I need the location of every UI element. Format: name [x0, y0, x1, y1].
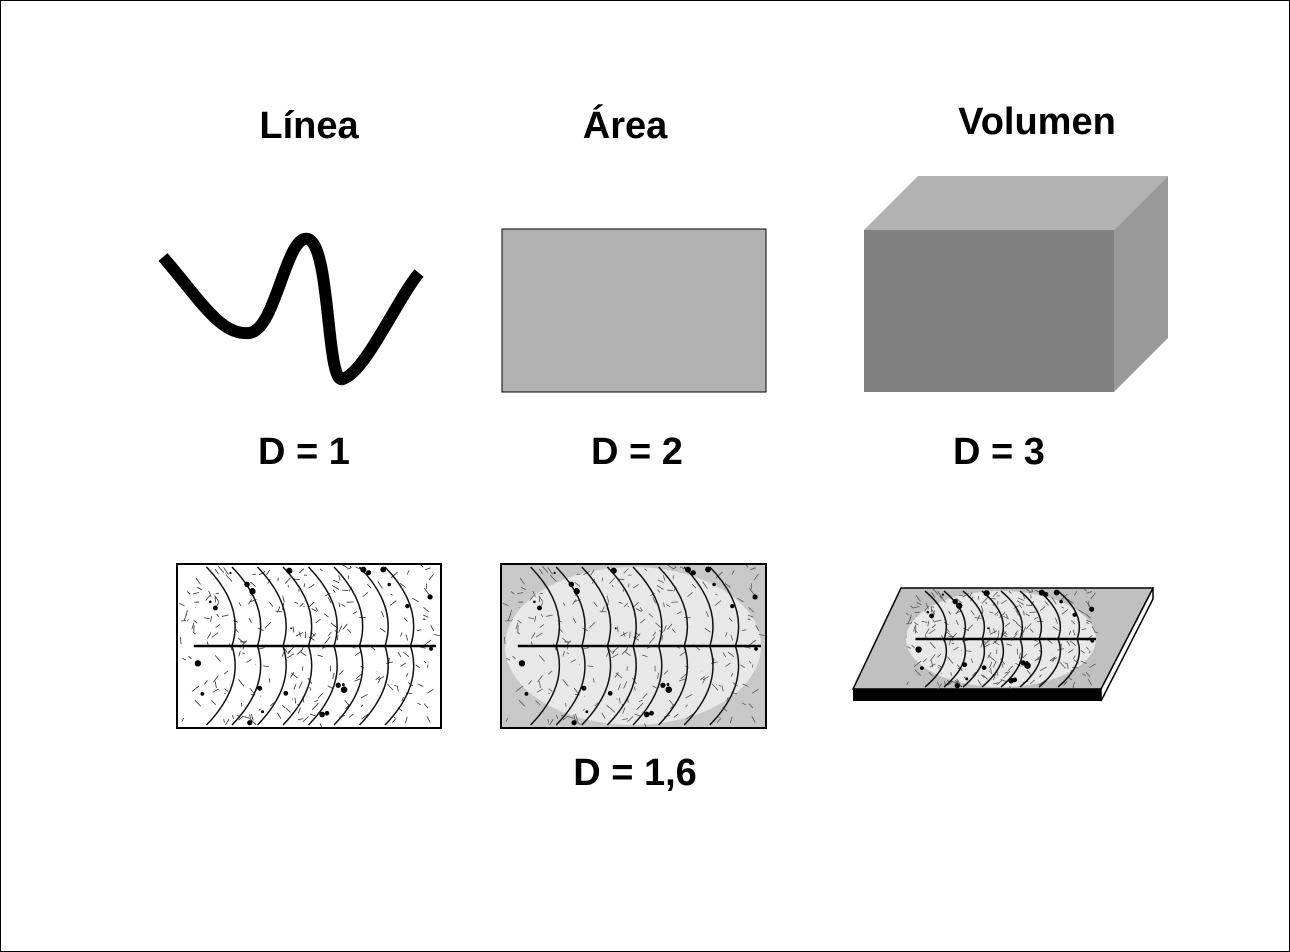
cube-side-face	[1114, 176, 1168, 392]
area-rectangle	[501, 228, 767, 393]
leaf-slab-volume	[851, 587, 1155, 702]
leaf-image-area	[500, 563, 767, 729]
cube	[864, 176, 1168, 392]
dimension-line: D = 1	[258, 431, 350, 473]
title-area: Área	[582, 105, 668, 147]
title-line: Línea	[259, 105, 359, 147]
leaf-image-line	[176, 563, 442, 729]
wavy-line	[158, 233, 424, 385]
cube-top-face	[864, 176, 1168, 230]
dimension-leaf: D = 1,6	[573, 752, 697, 794]
cube-front-face	[864, 230, 1114, 392]
dimension-volume: D = 3	[953, 431, 1045, 473]
title-volume: Volumen	[958, 101, 1116, 143]
dimension-area: D = 2	[591, 431, 683, 473]
